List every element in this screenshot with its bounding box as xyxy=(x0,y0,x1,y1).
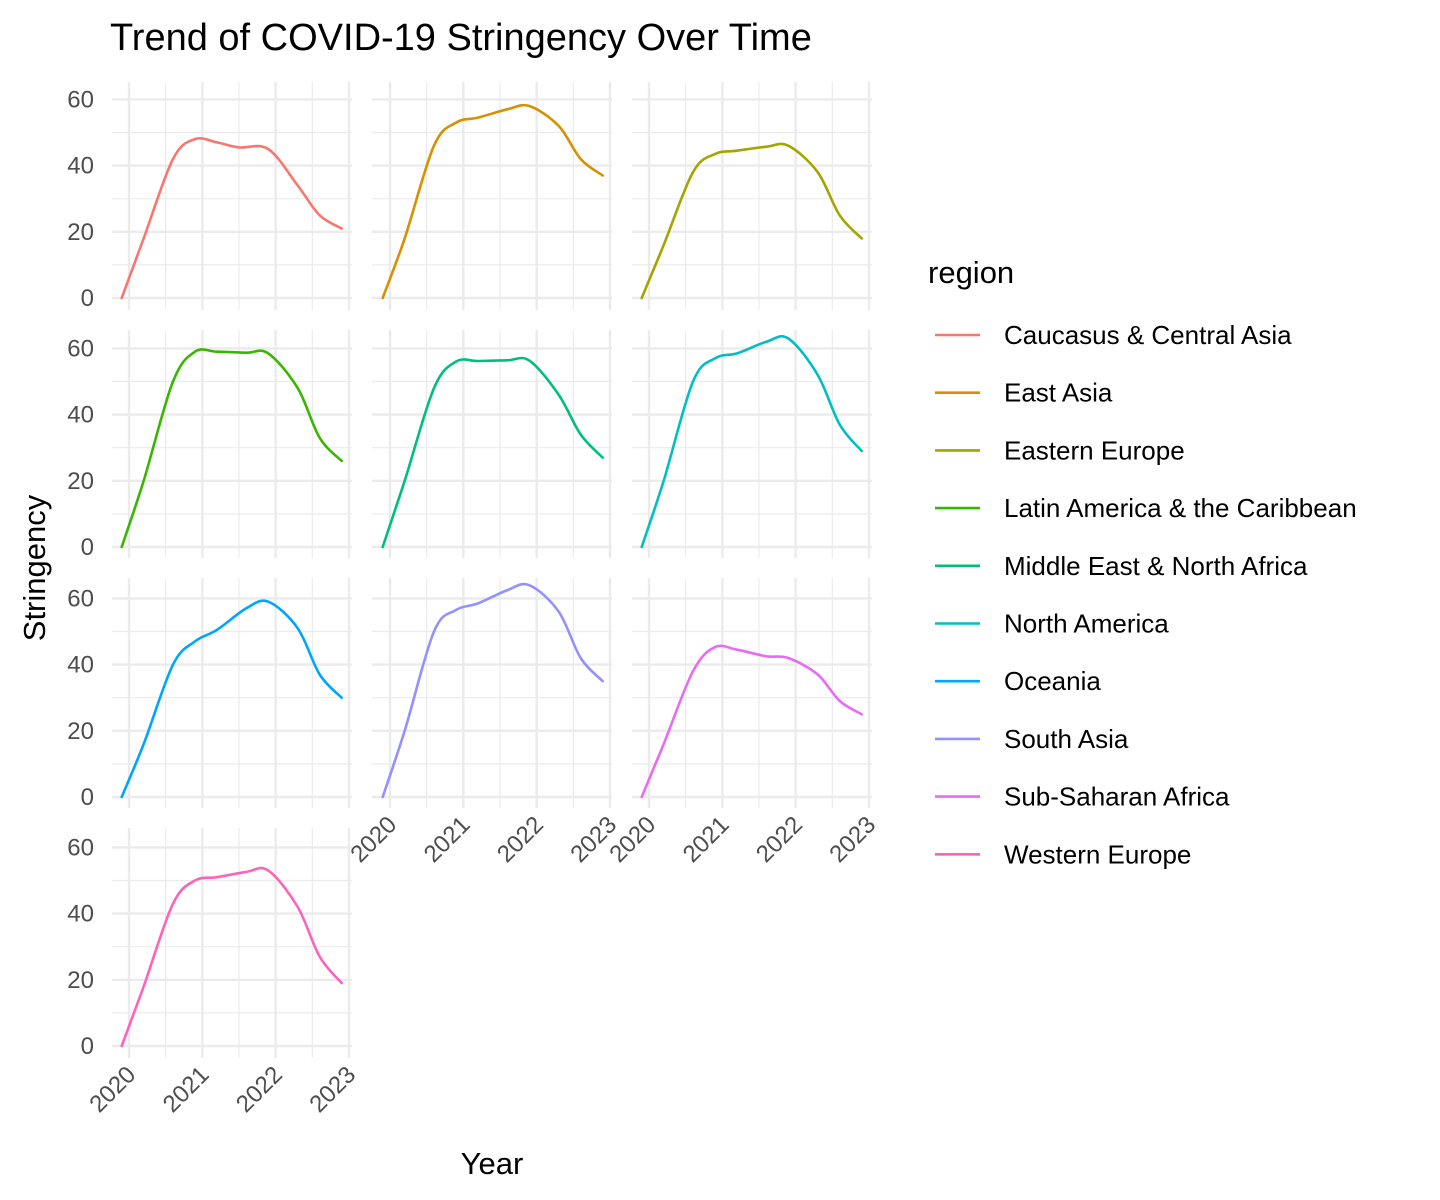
series-line xyxy=(120,866,343,1048)
y-tick-label: 0 xyxy=(81,1033,94,1060)
x-tick-label: 2020 xyxy=(604,811,661,868)
facet-panel xyxy=(632,330,872,558)
y-tick-label: 60 xyxy=(67,86,94,113)
legend-item: East Asia xyxy=(935,378,1113,408)
x-tick-label: 2021 xyxy=(678,811,735,868)
facet-panel xyxy=(632,82,872,310)
y-tick-label: 60 xyxy=(67,585,94,612)
y-axis-title: Stringency xyxy=(17,494,52,641)
legend-item: Caucasus & Central Asia xyxy=(935,320,1292,350)
legend-label: Oceania xyxy=(1004,666,1101,696)
legend-item: Middle East & North Africa xyxy=(935,551,1308,581)
x-tick-label: 2021 xyxy=(419,811,476,868)
y-tick-label: 60 xyxy=(67,335,94,362)
y-tick-label: 0 xyxy=(81,285,94,312)
legend-title: region xyxy=(928,255,1014,290)
facet-panel xyxy=(372,82,612,310)
legend-label: North America xyxy=(1004,609,1169,639)
legend-label: Middle East & North Africa xyxy=(1004,551,1308,581)
facet-panel xyxy=(632,578,872,808)
series-line xyxy=(640,335,863,549)
facet-panel xyxy=(112,330,352,558)
x-tick-label: 2022 xyxy=(492,811,549,868)
facet-panel xyxy=(372,578,612,808)
y-tick-label: 0 xyxy=(81,534,94,561)
x-tick-label: 2020 xyxy=(84,1061,141,1118)
series-line xyxy=(381,582,604,799)
x-tick-label: 2022 xyxy=(231,1061,288,1118)
legend-item: North America xyxy=(935,609,1169,639)
series-line xyxy=(640,142,863,300)
x-tick-label: 2023 xyxy=(824,811,881,868)
y-tick-label: 60 xyxy=(67,834,94,861)
y-tick-label: 20 xyxy=(67,219,94,246)
legend-item: Sub-Saharan Africa xyxy=(935,782,1230,812)
y-tick-label: 20 xyxy=(67,718,94,745)
legend-item: South Asia xyxy=(935,724,1129,754)
y-tick-label: 40 xyxy=(67,652,94,679)
facet-panel xyxy=(112,578,352,808)
legend-label: East Asia xyxy=(1004,378,1113,408)
x-tick-label: 2021 xyxy=(158,1061,215,1118)
series-line xyxy=(381,356,604,549)
facet-panel xyxy=(112,828,352,1058)
legend-items: Caucasus & Central Asia East Asia Eastern … xyxy=(935,320,1357,869)
series-line xyxy=(120,599,343,799)
series-line xyxy=(120,348,343,549)
y-tick-label: 40 xyxy=(67,153,94,180)
x-tick-label: 2020 xyxy=(345,811,402,868)
facet-panel xyxy=(372,330,612,558)
series-line xyxy=(381,103,604,300)
legend-label: Sub-Saharan Africa xyxy=(1004,782,1230,812)
facet-panel xyxy=(112,82,352,310)
legend-item: Eastern Europe xyxy=(935,435,1185,465)
legend-label: Caucasus & Central Asia xyxy=(1004,320,1292,350)
chart-title: Trend of COVID-19 Stringency Over Time xyxy=(110,17,812,59)
y-tick-label: 20 xyxy=(67,468,94,495)
legend-label: Western Europe xyxy=(1004,839,1191,869)
legend-item: Latin America & the Caribbean xyxy=(935,493,1357,523)
y-tick-label: 40 xyxy=(67,402,94,429)
legend-item: Western Europe xyxy=(935,839,1191,869)
legend: region Caucasus & Central Asia East Asia E… xyxy=(928,255,1357,869)
y-tick-label: 0 xyxy=(81,784,94,811)
legend-label: Latin America & the Caribbean xyxy=(1004,493,1357,523)
legend-item: Oceania xyxy=(935,666,1101,696)
legend-label: South Asia xyxy=(1004,724,1129,754)
series-line xyxy=(120,136,343,300)
x-tick-label: 2022 xyxy=(751,811,808,868)
y-tick-label: 40 xyxy=(67,901,94,928)
y-tick-label: 20 xyxy=(67,967,94,994)
facet-panels xyxy=(112,82,872,1058)
series-line xyxy=(640,644,863,799)
x-axis-title: Year xyxy=(461,1146,524,1181)
x-tick-label: 2023 xyxy=(304,1061,361,1118)
legend-label: Eastern Europe xyxy=(1004,435,1185,465)
